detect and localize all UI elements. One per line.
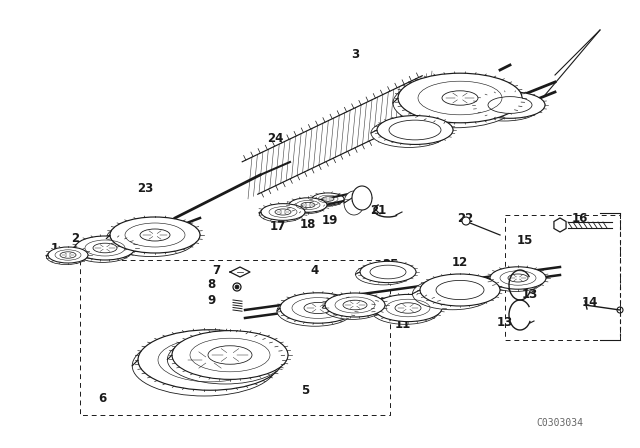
Text: 14: 14 (582, 297, 598, 310)
Ellipse shape (106, 220, 196, 257)
Text: 1: 1 (51, 241, 59, 254)
Ellipse shape (182, 348, 238, 372)
Ellipse shape (208, 346, 252, 364)
Ellipse shape (72, 238, 132, 263)
Text: 7: 7 (212, 263, 220, 276)
Ellipse shape (370, 265, 406, 279)
Text: 4: 4 (311, 263, 319, 276)
Text: 19: 19 (322, 214, 338, 227)
Ellipse shape (374, 294, 442, 322)
Text: 13: 13 (497, 315, 513, 328)
Text: 8: 8 (207, 279, 215, 292)
Ellipse shape (355, 263, 412, 285)
Ellipse shape (360, 261, 416, 283)
Ellipse shape (172, 331, 288, 379)
Ellipse shape (75, 236, 135, 260)
Text: 9: 9 (207, 293, 215, 306)
Text: 15: 15 (517, 234, 533, 247)
Text: 24: 24 (267, 132, 283, 145)
Ellipse shape (508, 274, 528, 282)
Ellipse shape (60, 252, 76, 258)
Ellipse shape (371, 119, 447, 147)
Ellipse shape (289, 198, 327, 212)
Text: 10: 10 (332, 301, 348, 314)
Text: 5: 5 (301, 383, 309, 396)
Ellipse shape (398, 73, 522, 123)
Ellipse shape (261, 204, 305, 220)
Ellipse shape (280, 293, 356, 323)
Ellipse shape (343, 300, 367, 310)
Text: 4: 4 (431, 96, 439, 109)
Text: 20: 20 (350, 191, 366, 204)
Ellipse shape (393, 78, 517, 128)
Ellipse shape (389, 120, 441, 140)
Ellipse shape (93, 243, 117, 253)
Text: 23: 23 (137, 181, 153, 194)
Ellipse shape (140, 229, 170, 241)
Text: 22: 22 (457, 211, 473, 224)
Text: 17: 17 (270, 220, 286, 233)
Ellipse shape (442, 91, 478, 105)
Text: C0303034: C0303034 (536, 418, 584, 428)
Ellipse shape (488, 97, 532, 113)
Ellipse shape (490, 267, 546, 289)
Text: 18: 18 (300, 219, 316, 232)
Ellipse shape (304, 302, 332, 314)
Ellipse shape (259, 205, 303, 222)
Ellipse shape (325, 293, 385, 317)
Circle shape (233, 283, 241, 291)
Text: 25: 25 (407, 126, 423, 139)
Text: 3: 3 (351, 48, 359, 61)
Ellipse shape (48, 247, 88, 263)
Text: 25: 25 (382, 258, 398, 271)
Text: 16: 16 (572, 211, 588, 224)
Ellipse shape (352, 186, 372, 210)
Text: 2: 2 (71, 232, 79, 245)
Ellipse shape (475, 92, 545, 118)
Text: 11: 11 (395, 319, 411, 332)
Ellipse shape (287, 199, 326, 214)
Ellipse shape (311, 194, 343, 207)
Ellipse shape (138, 330, 282, 390)
Circle shape (462, 217, 470, 225)
Ellipse shape (371, 297, 439, 324)
Ellipse shape (420, 274, 500, 306)
Ellipse shape (395, 303, 421, 313)
Circle shape (235, 285, 239, 289)
Ellipse shape (488, 269, 544, 292)
Ellipse shape (322, 197, 334, 201)
Ellipse shape (312, 193, 344, 205)
Ellipse shape (344, 191, 364, 215)
Ellipse shape (168, 335, 284, 384)
Ellipse shape (301, 202, 315, 208)
Circle shape (617, 307, 623, 313)
Ellipse shape (110, 217, 200, 253)
Ellipse shape (436, 280, 484, 300)
Text: 21: 21 (370, 203, 386, 216)
Ellipse shape (132, 336, 276, 396)
Text: 6: 6 (98, 392, 106, 405)
Ellipse shape (323, 295, 383, 319)
Ellipse shape (275, 209, 291, 215)
Ellipse shape (377, 116, 453, 144)
Ellipse shape (470, 95, 540, 121)
Text: 12: 12 (452, 257, 468, 270)
Text: 13: 13 (522, 289, 538, 302)
Ellipse shape (47, 249, 86, 265)
Ellipse shape (413, 278, 493, 310)
Ellipse shape (277, 296, 353, 326)
